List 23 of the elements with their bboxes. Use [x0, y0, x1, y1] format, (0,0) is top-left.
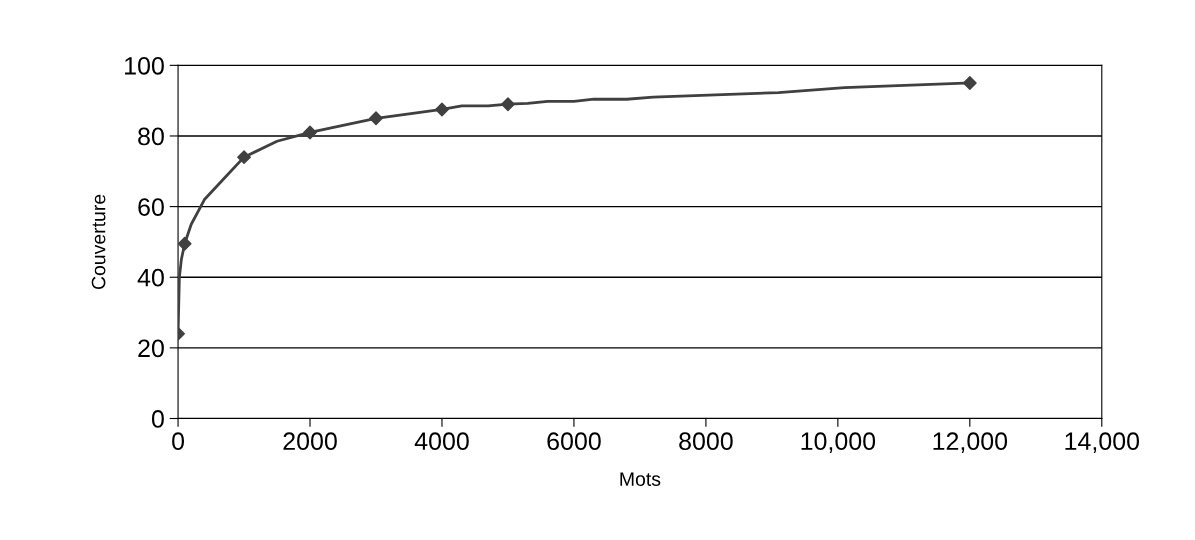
- y-tick-label: 0: [151, 410, 164, 428]
- point: [435, 102, 449, 117]
- point: [501, 97, 515, 112]
- point: [237, 150, 251, 165]
- x-tick-label: 6000: [547, 432, 601, 451]
- point: [178, 236, 192, 251]
- x-tick-label: 14,000: [1065, 432, 1140, 454]
- x-tick-label: 10,000: [801, 432, 876, 454]
- point: [303, 125, 317, 140]
- y-tick-label: 60: [138, 198, 164, 216]
- x-tick-label: 8000: [679, 432, 733, 451]
- y-tick-label: 40: [137, 268, 164, 287]
- point: [962, 76, 977, 90]
- x-tick-label: 0: [172, 432, 185, 451]
- y-tick-label: 100: [125, 56, 164, 75]
- x-tick-label: 12,000: [933, 432, 1008, 454]
- x-axis-title: Mots: [620, 472, 661, 486]
- y-tick-label: 20: [138, 339, 164, 358]
- x-tick-label: 4000: [414, 432, 469, 451]
- point: [369, 111, 383, 126]
- y-tick-label: 80: [138, 127, 164, 146]
- y-axis-title: Couverture: [91, 194, 106, 290]
- x-tick-label: 2000: [283, 432, 337, 451]
